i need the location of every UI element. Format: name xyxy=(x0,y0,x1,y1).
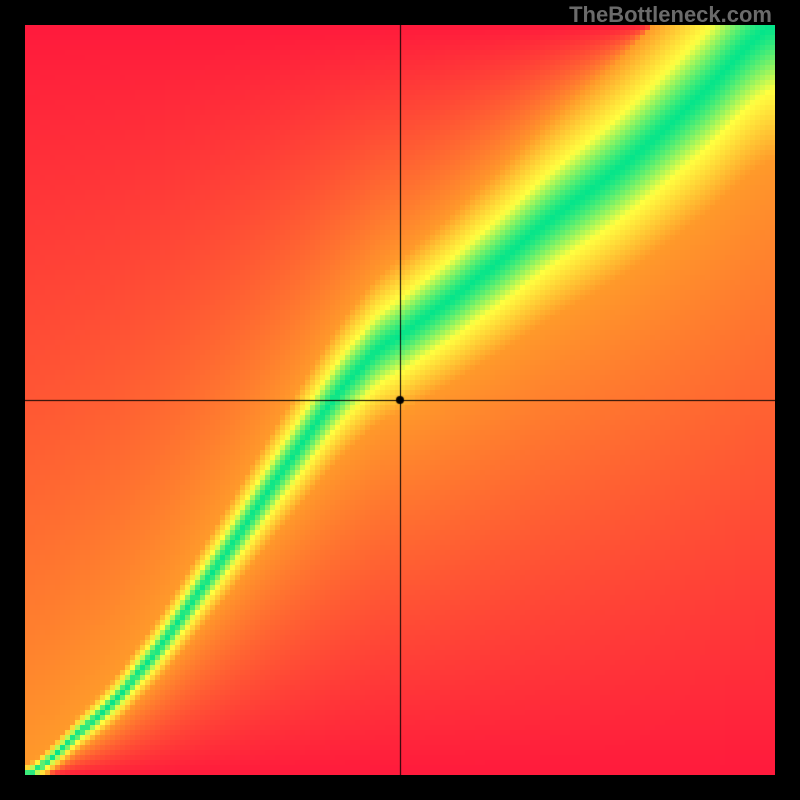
bottleneck-heatmap xyxy=(25,25,775,775)
watermark-text: TheBottleneck.com xyxy=(569,2,772,28)
chart-container: TheBottleneck.com xyxy=(0,0,800,800)
